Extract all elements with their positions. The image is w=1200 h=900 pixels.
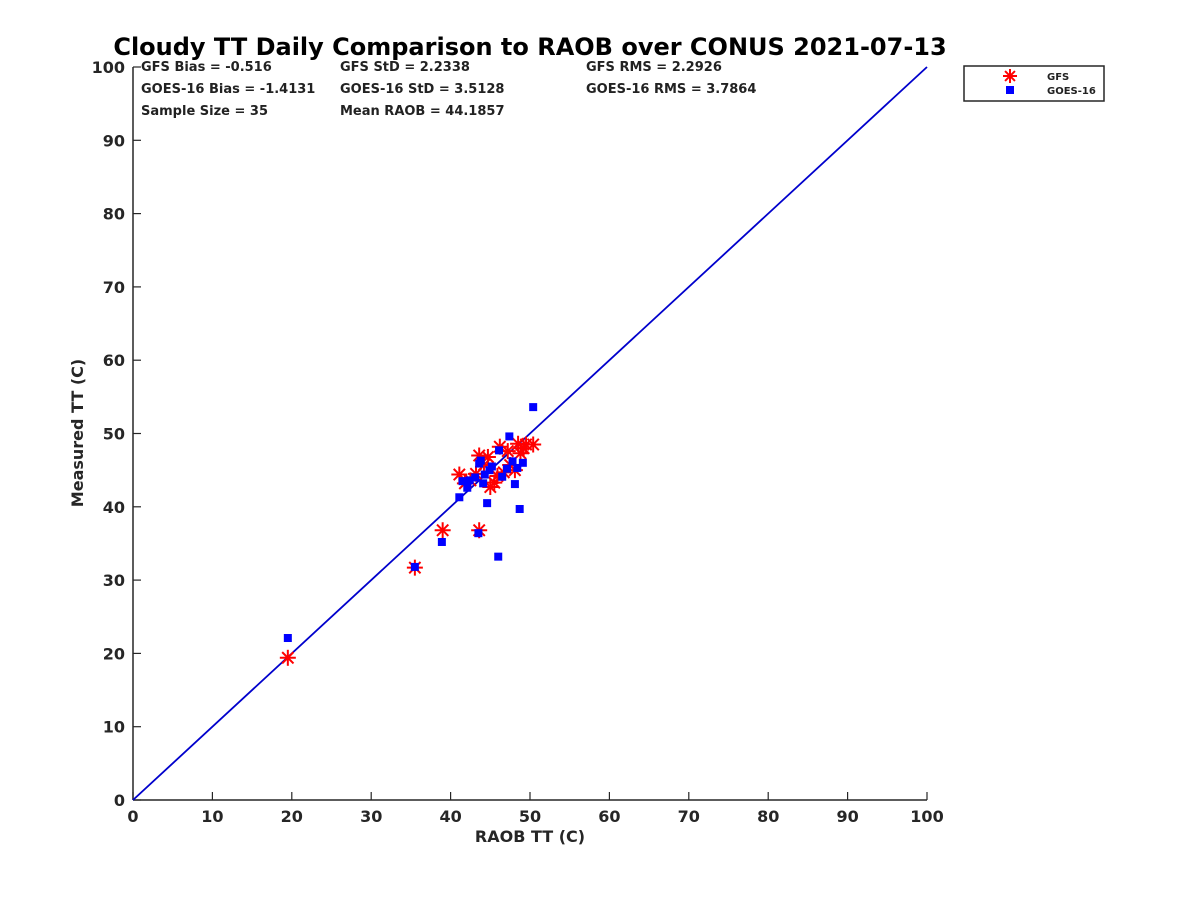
- legend-label: GFS: [1047, 72, 1069, 83]
- goes16-point: [529, 403, 538, 412]
- gfs-point: [525, 436, 542, 453]
- stat-text: GOES-16 StD = 3.5128: [340, 82, 504, 97]
- chart-title: Cloudy TT Daily Comparison to RAOB over …: [113, 33, 946, 61]
- x-tick-label: 90: [836, 807, 858, 826]
- goes16-point: [458, 477, 467, 486]
- x-tick-label: 100: [910, 807, 943, 826]
- goes16-point: [463, 483, 472, 492]
- y-tick-label: 50: [103, 425, 125, 444]
- one-to-one-line: [132, 66, 928, 801]
- goes16-point: [508, 457, 517, 466]
- plot-area: 0 10 20 30 40 50 60 70 80 90 100 0 10 20 30 40 50 60 70 80 9…: [92, 58, 944, 826]
- y-tick-label: 70: [103, 278, 125, 297]
- x-tick-label: 70: [678, 807, 700, 826]
- x-tick-label: 10: [201, 807, 223, 826]
- x-tick-label: 50: [519, 807, 541, 826]
- x-axis-label: RAOB TT (C): [475, 827, 585, 846]
- stat-text: GOES-16 RMS = 3.7864: [586, 82, 756, 97]
- goes16-point: [498, 472, 507, 481]
- goes16-point: [480, 470, 489, 479]
- y-tick-label: 0: [114, 791, 125, 810]
- goes16-point: [476, 456, 485, 465]
- x-tick-label: 20: [281, 807, 303, 826]
- stat-text: Sample Size = 35: [141, 104, 268, 119]
- x-tick-label: 60: [598, 807, 620, 826]
- goes16-point: [495, 446, 504, 455]
- series-gfs: [279, 435, 542, 666]
- legend-label: GOES-16: [1047, 86, 1096, 97]
- goes16-point: [518, 458, 527, 467]
- goes16-point: [494, 552, 503, 561]
- x-tick-label: 0: [127, 807, 138, 826]
- y-tick-label: 10: [103, 718, 125, 737]
- stat-text: GOES-16 Bias = -1.4131: [141, 82, 315, 97]
- goes16-point: [502, 464, 511, 473]
- y-tick-label: 30: [103, 571, 125, 590]
- legend: GFS GOES-16: [963, 65, 1105, 102]
- goes16-point: [505, 432, 514, 441]
- y-tick-label: 80: [103, 205, 125, 224]
- stat-text: Mean RAOB = 44.1857: [340, 104, 505, 119]
- y-tick-label: 90: [103, 131, 125, 150]
- goes16-point: [410, 562, 419, 571]
- series-goes-16: [283, 403, 538, 643]
- goes16-point: [515, 504, 524, 513]
- goes16-point: [510, 480, 519, 489]
- goes16-point: [465, 476, 474, 485]
- x-tick-label: 30: [360, 807, 382, 826]
- goes16-point: [437, 537, 446, 546]
- y-tick-label: 20: [103, 644, 125, 663]
- goes16-point: [513, 463, 522, 472]
- goes16-point: [283, 634, 292, 643]
- stat-text: GFS StD = 2.2338: [340, 60, 470, 75]
- goes16-point: [471, 473, 480, 482]
- goes16-point: [483, 499, 492, 508]
- legend-gfs-marker: [1003, 69, 1017, 83]
- stat-text: GFS RMS = 2.2926: [586, 60, 722, 75]
- stat-text: GFS Bias = -0.516: [141, 60, 272, 75]
- goes16-point: [455, 493, 464, 502]
- goes16-point: [487, 462, 496, 471]
- gfs-point: [279, 649, 296, 666]
- y-tick-label: 60: [103, 351, 125, 370]
- x-tick-label: 80: [757, 807, 779, 826]
- legend-goes16-marker: [1006, 86, 1014, 94]
- goes16-point: [474, 529, 483, 538]
- legend-box: [963, 65, 1105, 102]
- x-tick-label: 40: [439, 807, 461, 826]
- y-tick-label: 40: [103, 498, 125, 517]
- y-axis-label: Measured TT (C): [68, 359, 87, 507]
- goes16-point: [479, 479, 488, 488]
- gfs-point: [434, 522, 451, 539]
- y-tick-label: 100: [92, 58, 125, 77]
